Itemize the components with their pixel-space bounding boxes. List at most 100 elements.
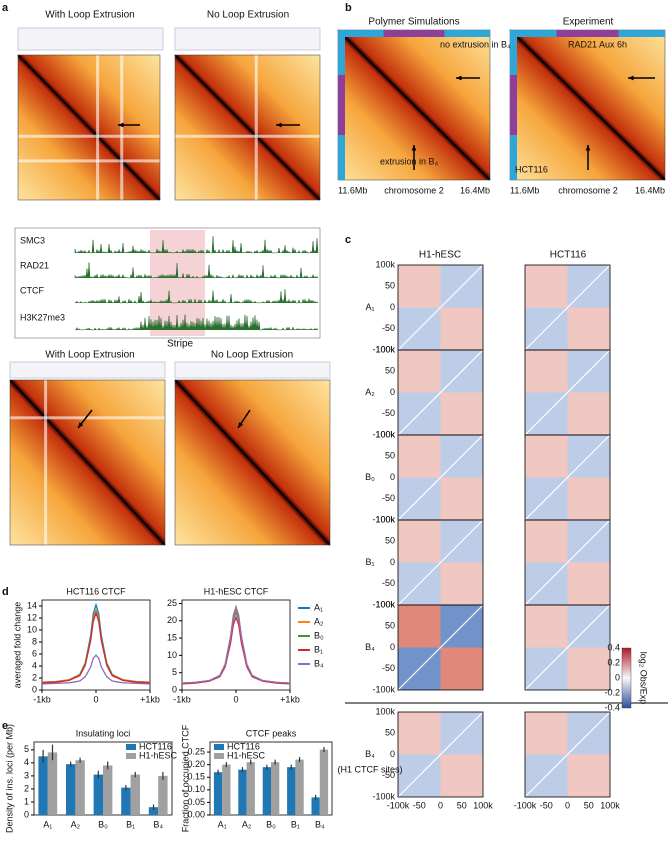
series-line — [41, 611, 151, 684]
column-title: HCT116 — [550, 250, 587, 261]
arrow-head — [238, 422, 244, 428]
bar — [213, 772, 223, 815]
x-tick-label: A₂ — [71, 819, 81, 829]
y-axis-label: averaged fold change — [12, 602, 22, 689]
x-tick-label: A₂ — [242, 819, 252, 829]
diagonal — [397, 604, 484, 691]
stripe — [44, 380, 48, 545]
column-title: H1-hESC — [419, 250, 461, 261]
bar — [47, 752, 58, 815]
quadrant — [440, 647, 483, 690]
arrow-head — [78, 422, 84, 428]
y-axis-label: Fraction of occupied CTCF — [180, 724, 190, 832]
signal-track — [74, 262, 319, 279]
bar — [238, 769, 247, 815]
map-title: Experiment — [563, 17, 614, 28]
tick-label: -50 — [382, 493, 395, 503]
y-tick-label: 20 — [167, 615, 177, 625]
tick-label: -50 — [413, 800, 426, 810]
signal-track — [74, 289, 319, 304]
diagonal — [524, 519, 611, 606]
annotation: HCT116 — [515, 164, 548, 174]
quadrant — [567, 307, 610, 350]
stripe — [254, 55, 258, 200]
legend-label: B₄ — [314, 658, 324, 668]
tick-label: -100k — [387, 800, 410, 810]
y-tick-label: 4 — [32, 660, 37, 670]
legend-label: HCT116 — [139, 741, 172, 751]
series-line — [41, 654, 151, 685]
frame — [174, 54, 321, 201]
quadrant — [567, 477, 610, 520]
y-tick-label: 0 — [24, 809, 29, 819]
quadrant — [525, 712, 568, 755]
quadrant — [398, 712, 441, 755]
x-tick-label: -1kb — [173, 694, 191, 704]
frame — [17, 54, 161, 201]
y-tick-label: 8 — [32, 636, 37, 646]
map-title: No Loop Extrusion — [211, 350, 293, 361]
gene-track — [174, 361, 331, 379]
arrow-head — [118, 122, 124, 128]
tick-label: 50 — [385, 536, 395, 546]
bar — [246, 762, 255, 815]
tick-label: 100k — [375, 344, 395, 354]
tick-label: -50 — [382, 578, 395, 588]
bar — [75, 760, 85, 815]
row-label: B₀ — [365, 472, 375, 482]
y-tick-label: 0.05 — [187, 797, 205, 807]
colorbar-tick: 0.4 — [607, 642, 620, 652]
quadrant — [398, 435, 441, 478]
x-tick-label: B₁ — [126, 819, 135, 829]
diagonal — [397, 519, 484, 606]
panel-label: a — [2, 2, 9, 14]
annotation: extrusion in B₄ — [380, 156, 439, 166]
quadrant — [440, 477, 483, 520]
signal-track — [74, 236, 319, 254]
bar — [295, 759, 304, 815]
diagonal — [17, 54, 161, 201]
bar — [222, 764, 231, 815]
series-line — [181, 608, 291, 684]
legend-label: B₁ — [314, 644, 323, 654]
annotation: no extrusion in B₄ — [440, 39, 511, 49]
tick-label: 0 — [438, 800, 443, 810]
series-line — [41, 608, 151, 683]
legend-label: HCT116 — [227, 741, 260, 751]
x-tick-label: 0 — [93, 694, 98, 704]
legend-label: A₂ — [314, 616, 324, 626]
legend-label: B₀ — [314, 630, 324, 640]
diagonal — [397, 434, 484, 521]
tick-label: -100k — [372, 429, 395, 439]
bar — [271, 762, 280, 815]
y-tick-label: 0.10 — [187, 784, 205, 794]
diagonal — [397, 349, 484, 436]
tick-label: 100k — [375, 706, 395, 716]
tick-label: 0 — [390, 387, 395, 397]
tick-label: -50 — [382, 770, 395, 780]
arrow-head — [585, 145, 591, 151]
row-label: A₁ — [365, 302, 374, 312]
quadrant — [398, 520, 441, 563]
colorbar-tick: -0.4 — [604, 702, 620, 712]
quadrant — [440, 392, 483, 435]
tick-label: 100k — [375, 259, 395, 269]
y-tick-label: 4 — [24, 757, 29, 767]
x-tick-label: +1kb — [140, 694, 160, 704]
y-tick-label: 14 — [27, 600, 37, 610]
tick-label: 0 — [390, 749, 395, 759]
colorbar — [621, 647, 632, 709]
y-tick-label: 2 — [24, 783, 29, 793]
legend-label: H1-hESC — [227, 750, 266, 760]
arrow-head — [411, 145, 417, 151]
stripe — [120, 55, 124, 200]
y-tick-label: 2 — [32, 672, 37, 682]
bar — [121, 787, 131, 815]
bar — [287, 767, 296, 815]
tick-label: 0 — [565, 800, 570, 810]
stripe — [96, 55, 100, 200]
gene-track — [174, 27, 321, 51]
quadrant — [567, 562, 610, 605]
y-tick-label: 15 — [167, 632, 177, 642]
y-tick-label: 3 — [24, 770, 29, 780]
